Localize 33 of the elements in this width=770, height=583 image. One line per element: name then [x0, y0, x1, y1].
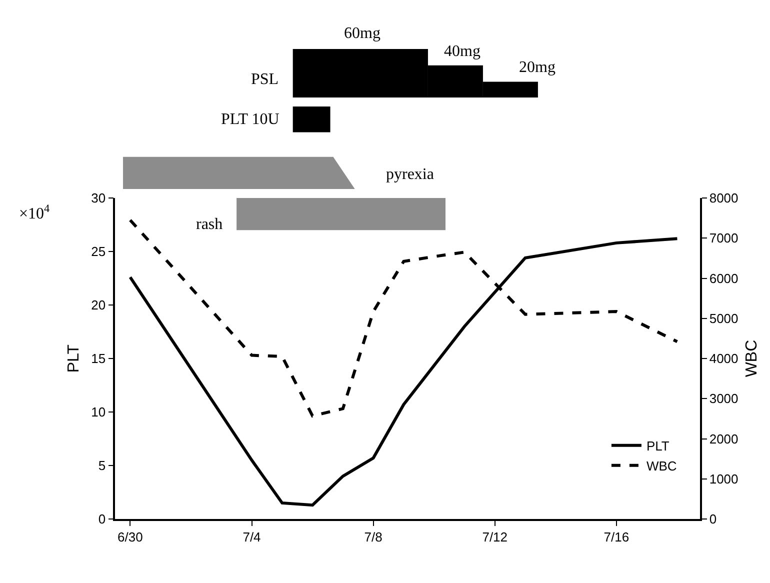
- y2-tick-label: 3000: [709, 391, 738, 406]
- y2-tick-label: 4000: [709, 351, 738, 366]
- text: pyrexia: [386, 166, 434, 183]
- y2-tick-label: 7000: [709, 230, 738, 246]
- x-tick-label: 6/30: [118, 529, 143, 544]
- text: 60mg: [344, 25, 380, 42]
- text: ×10$^{4}$: [19, 203, 50, 223]
- y-tick-label: 15: [91, 351, 106, 366]
- x-tick-label: 7/12: [482, 529, 508, 544]
- band-label: rash: [196, 216, 223, 233]
- x-tick-label: 7/4: [242, 529, 261, 544]
- text: 40mg: [444, 43, 480, 60]
- y2-tick-label: 5000: [709, 310, 738, 326]
- y-axis-title: PLT: [66, 344, 83, 373]
- y2-tick-label: 0: [709, 512, 717, 527]
- y-tick-label: 5: [98, 458, 106, 474]
- y2-tick-label: 6000: [709, 270, 738, 286]
- text: PLT 10U: [221, 111, 280, 128]
- legend-label: WBC: [646, 458, 677, 474]
- y-tick-label: 10: [91, 404, 106, 420]
- y2-tick-label: 2000: [709, 431, 738, 446]
- y-tick-label: 20: [91, 298, 106, 313]
- x-tick-label: 7/16: [604, 529, 630, 544]
- y-tick-label: 30: [91, 190, 106, 206]
- y2-tick-label: 8000: [709, 190, 738, 206]
- legend-label: PLT: [646, 438, 670, 454]
- x-tick-label: 7/8: [364, 529, 382, 544]
- text: 20mg: [519, 59, 556, 76]
- y2-axis-title: WBC: [743, 340, 760, 378]
- y-tick-label: 25: [91, 244, 106, 260]
- text: PSL: [251, 71, 279, 88]
- y2-tick-label: 1000: [709, 471, 738, 486]
- y-tick-label: 0: [98, 512, 106, 527]
